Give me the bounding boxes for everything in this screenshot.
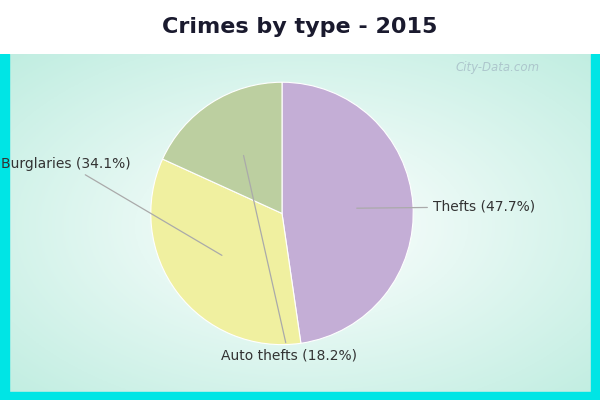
Text: Crimes by type - 2015: Crimes by type - 2015 bbox=[163, 17, 437, 37]
Text: Thefts (47.7%): Thefts (47.7%) bbox=[357, 200, 535, 214]
Bar bbox=[591, 54, 600, 400]
Wedge shape bbox=[282, 82, 413, 343]
Bar bbox=[0, 392, 600, 400]
Text: Burglaries (34.1%): Burglaries (34.1%) bbox=[1, 156, 222, 255]
Wedge shape bbox=[163, 82, 282, 214]
Wedge shape bbox=[151, 159, 301, 345]
Text: City-Data.com: City-Data.com bbox=[456, 62, 540, 74]
Bar bbox=[0, 54, 9, 400]
Text: Auto thefts (18.2%): Auto thefts (18.2%) bbox=[221, 156, 356, 362]
